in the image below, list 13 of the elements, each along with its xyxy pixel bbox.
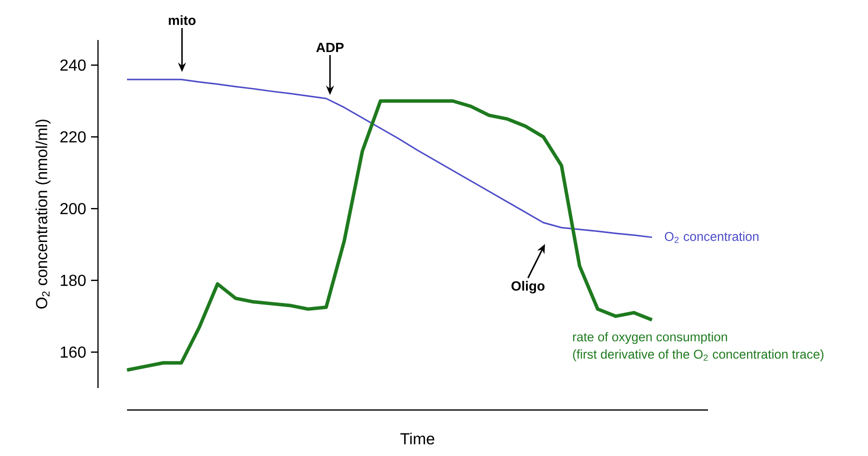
series-label: rate of oxygen consumption bbox=[573, 332, 728, 344]
y-tick-label: 220 bbox=[60, 131, 86, 143]
y-tick-label: 240 bbox=[60, 59, 86, 71]
y-axis-title: O$_{2}$ concentration (nmol/ml) bbox=[36, 120, 50, 309]
annotation: (first derivative of the O$_{2}$ concentration trace) bbox=[573, 349, 824, 362]
annotation: ADP bbox=[316, 42, 344, 52]
x-axis-title: Time bbox=[400, 432, 434, 444]
series-label: O$_{2}$ concentration bbox=[664, 232, 758, 243]
text: mito bbox=[168, 15, 196, 26]
y-tick-label: 160 bbox=[60, 346, 86, 358]
annotation: Oligo bbox=[512, 280, 545, 294]
y-tick-label: 180 bbox=[60, 274, 86, 286]
y-tick-label: 200 bbox=[60, 202, 86, 214]
